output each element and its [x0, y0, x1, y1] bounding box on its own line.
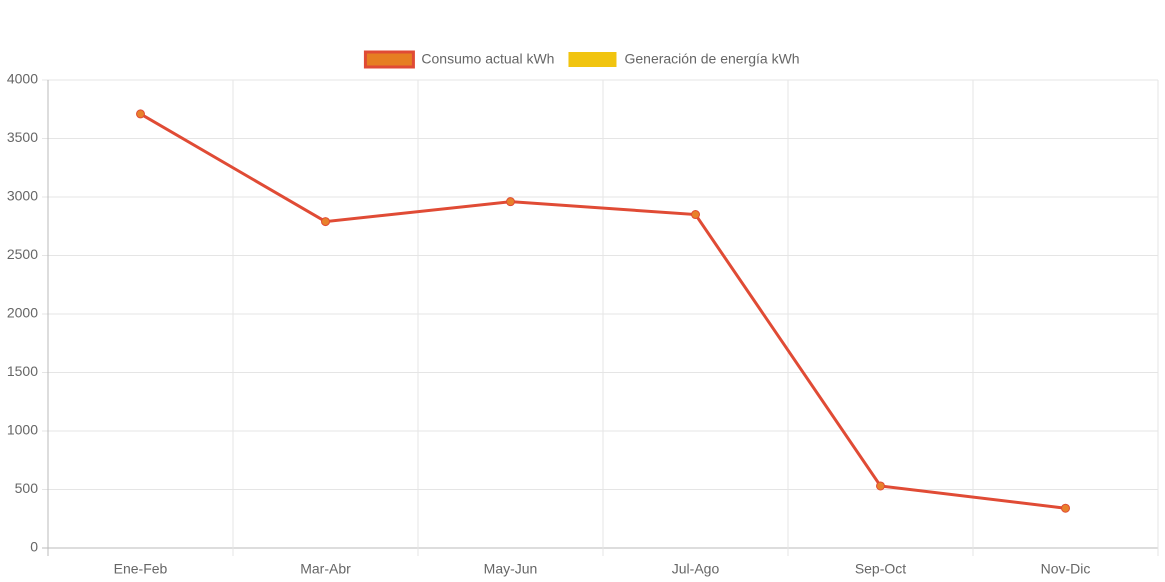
point: [691, 210, 700, 220]
legend: Consumo actual kWh Generación de energía …: [363, 50, 800, 69]
point: [136, 109, 145, 119]
x-tick-label: Sep-Oct: [855, 561, 906, 577]
y-tick-label: 3500: [7, 129, 38, 145]
point: [1061, 503, 1070, 513]
point: [321, 217, 330, 227]
x-tick-label: Ene-Feb: [114, 561, 168, 577]
legend-swatch: [568, 52, 617, 67]
x-tick-label: May-Jun: [484, 561, 538, 577]
legend-swatch: [363, 50, 415, 69]
legend-item: Generación de energía kWh: [568, 51, 800, 67]
line-series: [139, 112, 1066, 510]
y-tick-label: 500: [15, 480, 39, 496]
y-tick-label: 2500: [7, 246, 38, 262]
y-tick-label: 2000: [7, 305, 38, 321]
y-tick-label: 4000: [7, 71, 38, 87]
legend-item: Consumo actual kWh: [363, 50, 554, 69]
y-tick-label: 1500: [7, 363, 38, 379]
legend-label: Generación de energía kWh: [624, 51, 799, 67]
point: [876, 481, 885, 491]
y-tick-label: 1000: [7, 422, 38, 438]
point: [506, 197, 515, 207]
y-tick-label: 3000: [7, 188, 38, 204]
legend-label: Consumo actual kWh: [421, 51, 554, 67]
x-tick-label: Nov-Dic: [1041, 561, 1091, 577]
x-tick-label: Mar-Abr: [300, 561, 351, 577]
y-tick-label: 0: [30, 539, 38, 555]
x-tick-label: Jul-Ago: [672, 561, 720, 577]
